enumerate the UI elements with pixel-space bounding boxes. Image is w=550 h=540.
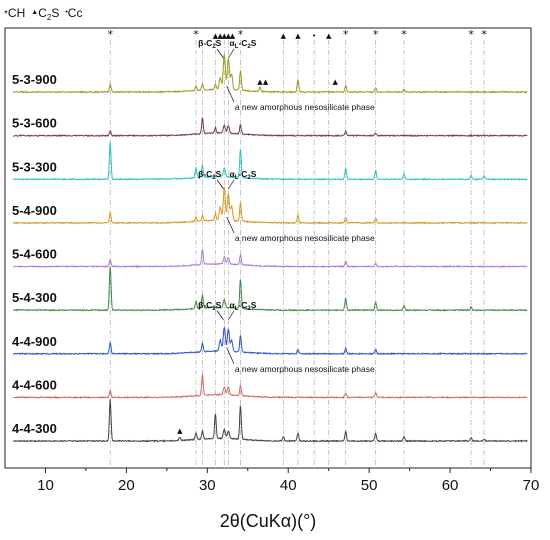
phase-label-alpha-1: αL-C2S [229,169,256,181]
series-line-5-4-600 [13,249,528,269]
phase-label-alpha-0: αL-C2S [229,38,256,50]
series-line-4-4-300 [12,398,528,443]
phase-arrow-alpha-2 [228,310,235,320]
reference-marker-1: * [193,28,199,41]
phase-label-beta-1: β-C2S [198,169,222,181]
reference-marker-12: * [343,28,349,41]
series-label-5-3-600: 5-3-600 [12,116,57,131]
phase-arrow-beta-0 [216,48,224,59]
phase-label-beta-2: β-C2S [198,300,222,312]
series-label-5-3-900: 5-3-900 [12,72,57,87]
plot-border [4,27,532,469]
reference-marker-0: * [107,28,113,41]
reference-marker-3: ▲ [218,32,224,40]
x-tick-label-3: 40 [280,477,297,494]
reference-marker-16: * [481,28,487,41]
phase-label-alpha-2: αL-C2S [229,300,256,312]
annotation-text-0: a new amorphous nesosilicate phase [235,102,375,112]
reference-marker-6: ▲ [230,32,236,40]
series-4-4-600: 4-4-600 [12,374,528,399]
x-tick-label-2: 30 [199,477,216,494]
extra-marker-2: ▲ [332,78,338,86]
reference-marker-14: * [401,28,407,41]
annotation-text-2: a new amorphous nesosilicate phase [235,364,375,374]
series-line-5-3-900 [12,54,528,94]
annotation-arrow-1 [226,216,235,234]
x-axis: 10 20 30 40 50 60 70 [37,468,539,494]
series-layer: 5-3-900 5-3-600 5-3-300 5-4-900 5-4-600 5-4-3… [12,54,528,443]
reference-marker-11: ▲ [326,32,332,40]
series-line-5-4-900 [12,186,528,225]
series-4-4-300: 4-4-300 [12,398,528,443]
phase-arrow-beta-1 [216,179,224,190]
x-axis-title: 2θ(CuKα)(°) [220,511,317,531]
series-line-5-3-600 [13,117,528,138]
series-line-4-4-900 [12,325,528,356]
legend: *CH ▲C2S •Cc [4,6,82,22]
series-line-5-4-300 [12,266,528,312]
series-label-4-4-300: 4-4-300 [12,421,57,436]
series-5-4-900: 5-4-900 [12,186,528,225]
reference-markers: * * ▲ ▲▲▲▲ * ▲ ▲ • ▲ * * * * * [107,28,487,41]
x-tick-label-0: 10 [37,477,54,494]
plot-frame [4,27,532,469]
series-label-5-4-600: 5-4-600 [12,247,57,262]
reference-marker-8: ▲ [281,32,287,40]
reference-marker-15: * [468,28,474,41]
series-5-3-300: 5-3-300 [12,142,528,181]
series-label-4-4-900: 4-4-900 [12,334,57,349]
reference-marker-13: * [373,28,379,41]
reference-marker-2: ▲ [213,32,219,40]
reference-marker-4: ▲ [222,32,228,40]
x-tick-label-4: 50 [361,477,378,494]
x-tick-label-1: 20 [118,477,135,494]
series-5-4-600: 5-4-600 [12,247,528,269]
phase-arrow-alpha-0 [228,48,235,59]
series-5-3-900: 5-3-900 [12,54,528,94]
annotation-arrow-0 [226,85,235,103]
legend-text: *CH ▲C2S •Cc [4,6,82,22]
reference-marker-9: ▲ [295,32,301,40]
phase-label-beta-0: β-C2S [198,38,222,50]
series-label-5-4-300: 5-4-300 [12,290,57,305]
series-5-4-300: 5-4-300 [12,266,528,312]
reference-lines [109,40,485,468]
reference-marker-10: • [312,32,316,40]
extra-marker-0: ▲ [257,78,263,86]
phase-arrow-alpha-1 [228,179,235,190]
series-line-5-3-300 [12,142,528,181]
annotation-arrow-2 [226,347,235,364]
series-label-5-4-900: 5-4-900 [12,203,57,218]
x-tick-label-5: 60 [442,477,459,494]
reference-marker-5: ▲ [226,32,232,40]
series-4-4-900: 4-4-900 [12,325,528,356]
x-tick-label-6: 70 [523,477,540,494]
reference-marker-7: * [238,28,244,41]
annotation-text-1: a new amorphous nesosilicate phase [235,233,375,243]
annotation-layer: β-C2S αL-C2S β-C2S αL-C2S β-C2S αL-C2S a new a… [177,38,375,435]
series-label-5-3-300: 5-3-300 [12,159,57,174]
series-line-4-4-600 [13,374,528,399]
extra-marker-3: ▲ [177,427,183,435]
series-label-4-4-600: 4-4-600 [12,377,57,392]
extra-marker-1: ▲ [263,78,269,86]
series-5-3-600: 5-3-600 [12,116,528,138]
phase-arrow-beta-2 [216,310,224,320]
